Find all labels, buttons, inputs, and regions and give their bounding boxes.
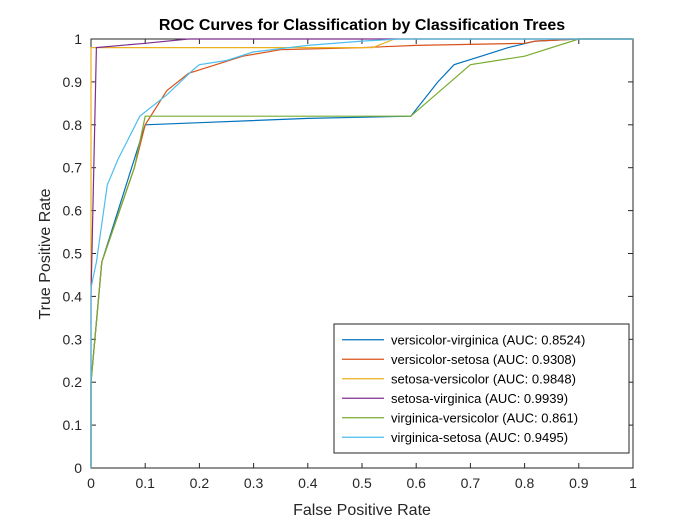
legend-entry-label: versicolor-setosa (AUC: 0.9308) xyxy=(391,352,576,367)
y-tick-label: 0.6 xyxy=(63,203,83,219)
x-tick-label: 0 xyxy=(87,475,95,491)
x-tick-label: 0.2 xyxy=(190,475,210,491)
x-tick-label: 0.9 xyxy=(569,475,589,491)
series-line-5 xyxy=(90,38,633,468)
x-tick-label: 0.8 xyxy=(515,475,535,491)
x-tick-label: 1 xyxy=(629,475,637,491)
x-tick-label: 0.7 xyxy=(461,475,481,491)
y-tick-label: 0.7 xyxy=(63,160,83,176)
x-axis-label: False Positive Rate xyxy=(293,502,431,519)
x-tick-label: 0.5 xyxy=(352,475,372,491)
series-line-4 xyxy=(90,38,633,468)
legend-entry-label: virginica-setosa (AUC: 0.9495) xyxy=(391,430,568,445)
y-tick-label: 0.9 xyxy=(63,74,83,90)
y-tick-label: 0.5 xyxy=(63,246,83,262)
y-tick-label: 0.2 xyxy=(63,374,83,390)
y-tick-label: 0.3 xyxy=(63,331,83,347)
y-tick-label: 0.8 xyxy=(63,117,83,133)
legend: versicolor-virginica (AUC: 0.8524) versic… xyxy=(333,323,630,454)
x-tick-label: 0.4 xyxy=(298,475,318,491)
legend-entry-label: setosa-versicolor (AUC: 0.9848) xyxy=(391,371,576,386)
y-tick-label: 1 xyxy=(74,31,82,47)
y-axis-label: True Positive Rate xyxy=(37,188,54,319)
legend-entry-label: virginica-versicolor (AUC: 0.861) xyxy=(391,410,578,425)
chart-title: ROC Curves for Classification by Classif… xyxy=(159,17,565,34)
y-tick-label: 0.1 xyxy=(63,417,83,433)
x-tick-label: 0.6 xyxy=(406,475,426,491)
x-tick-label: 0.1 xyxy=(135,475,155,491)
y-tick-label: 0.4 xyxy=(63,288,83,304)
legend-entry-label: versicolor-virginica (AUC: 0.8524) xyxy=(391,332,585,347)
y-tick-label: 0 xyxy=(74,460,82,476)
legend-box xyxy=(333,323,630,454)
x-tick-label: 0.3 xyxy=(244,475,264,491)
legend-entry-label: setosa-virginica (AUC: 0.9939) xyxy=(391,391,568,406)
